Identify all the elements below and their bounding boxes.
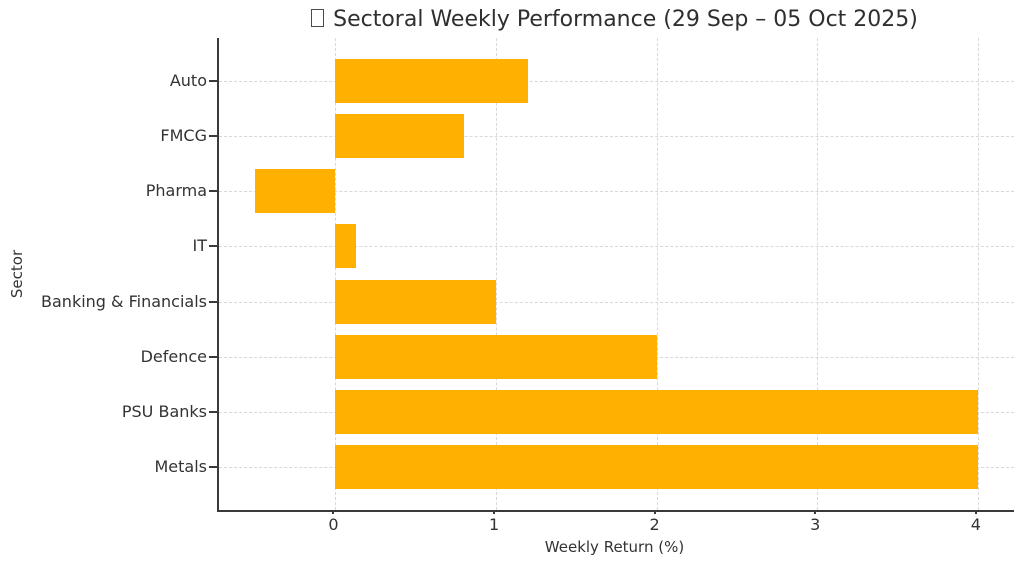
x-tick-label-4: 4: [970, 515, 981, 534]
gridline-x-0: [335, 38, 337, 510]
x-tick-mark-0: [332, 510, 335, 514]
y-tick-mark-metals: [209, 466, 217, 469]
y-tick-mark-pharma: [209, 190, 217, 193]
y-tick-mark-fmcg: [209, 134, 217, 137]
y-tick-label-fmcg: FMCG: [160, 125, 207, 145]
bar-fmcg: [335, 113, 464, 158]
bar-auto: [335, 58, 529, 103]
y-tick-mark-it: [209, 245, 217, 248]
y-tick-mark-defence: [209, 355, 217, 358]
y-tick-label-it: IT: [192, 236, 208, 256]
missing-glyph-icon: [311, 9, 325, 27]
chart-title-text: Sectoral Weekly Performance (29 Sep – 05…: [333, 7, 918, 32]
x-axis-label: Weekly Return (%): [544, 538, 685, 556]
x-tick-label-2: 2: [649, 515, 660, 534]
bar-psu-banks: [335, 390, 978, 435]
gridline-x-2: [656, 38, 658, 510]
y-tick-mark-auto: [209, 79, 217, 82]
y-axis-label: Sector: [8, 249, 26, 299]
y-tick-label-banking-financials: Banking & Financials: [41, 291, 207, 311]
bar-banking-financials: [335, 279, 497, 324]
y-tick-label-pharma: Pharma: [145, 181, 207, 201]
gridline-x-4: [977, 38, 979, 510]
x-tick-label-3: 3: [810, 515, 821, 534]
chart-title: Sectoral Weekly Performance (29 Sep – 05…: [217, 7, 1012, 32]
x-tick-mark-4: [974, 510, 977, 514]
gridline-x-1: [496, 38, 498, 510]
x-tick-mark-3: [814, 510, 817, 514]
x-tick-mark-1: [493, 510, 496, 514]
plot-area: [217, 38, 1014, 512]
gridline-y-banking-financials: [219, 301, 1014, 303]
gridline-y-it: [219, 246, 1014, 248]
y-tick-label-auto: Auto: [169, 70, 207, 90]
x-tick-mark-2: [653, 510, 656, 514]
y-tick-label-defence: Defence: [140, 346, 207, 366]
bar-defence: [335, 334, 657, 379]
bar-it: [335, 224, 357, 269]
y-tick-mark-psu-banks: [209, 411, 217, 414]
bar-pharma: [255, 169, 336, 214]
y-tick-label-metals: Metals: [154, 457, 207, 477]
y-tick-mark-banking-financials: [209, 300, 217, 303]
gridline-y-fmcg: [219, 135, 1014, 137]
x-tick-label-1: 1: [488, 515, 500, 534]
x-tick-label-0: 0: [328, 515, 339, 534]
bar-metals: [335, 445, 978, 490]
gridline-y-auto: [219, 80, 1014, 82]
gridline-y-pharma: [219, 191, 1014, 193]
gridline-x-3: [817, 38, 819, 510]
y-tick-label-psu-banks: PSU Banks: [121, 402, 207, 422]
